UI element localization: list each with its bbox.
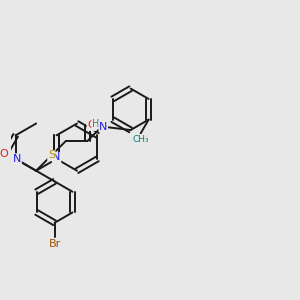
Text: CH₃: CH₃ — [132, 135, 149, 144]
Text: Br: Br — [48, 238, 61, 248]
Text: N: N — [13, 154, 21, 164]
Text: N: N — [99, 122, 107, 132]
Text: O: O — [0, 149, 8, 159]
Text: N: N — [52, 152, 61, 163]
Text: H: H — [92, 119, 99, 129]
Text: S: S — [48, 151, 55, 160]
Text: O: O — [87, 120, 96, 130]
